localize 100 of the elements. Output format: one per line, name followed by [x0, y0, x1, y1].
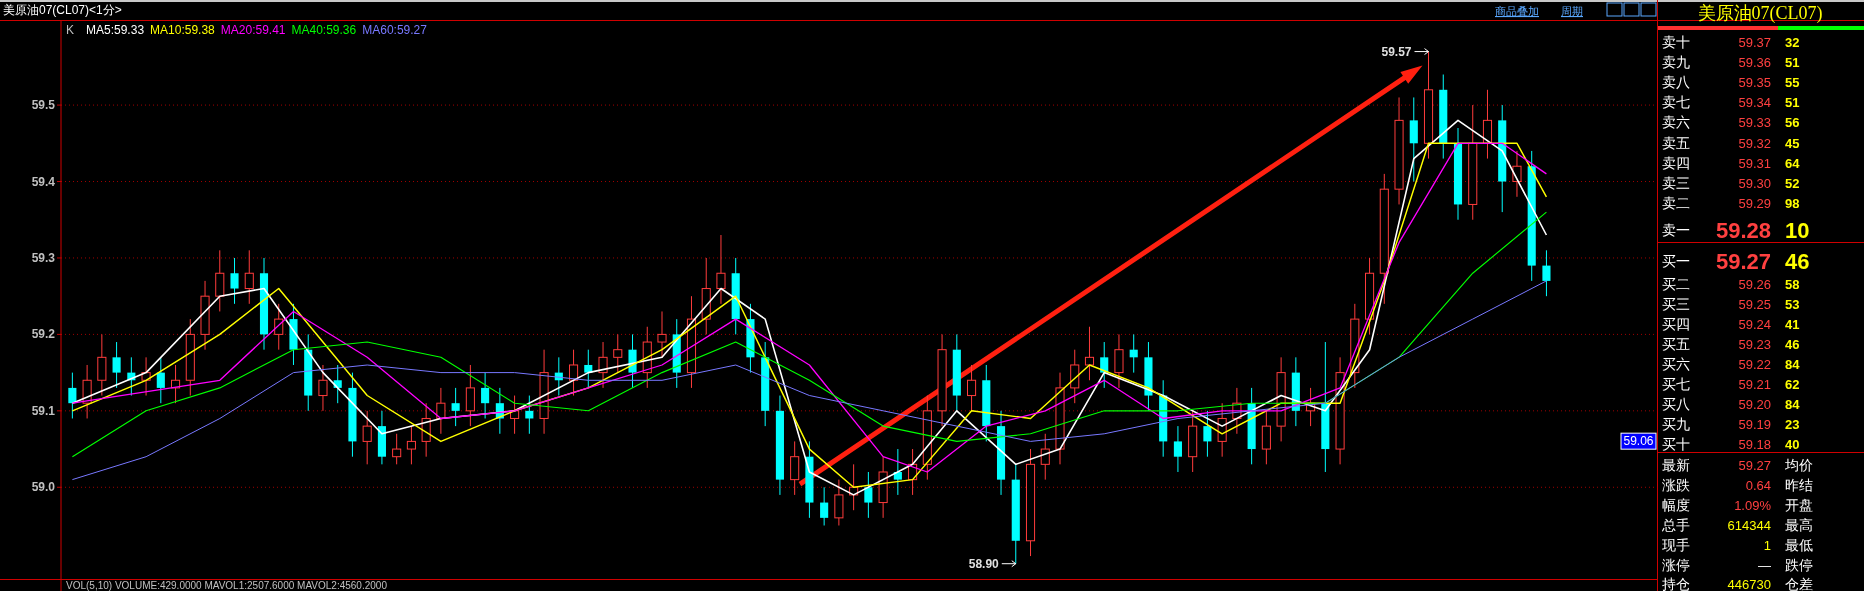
data-label: 614344 — [1727, 517, 1771, 533]
category-label: 卖六 — [1662, 114, 1690, 131]
category-label: 卖四 — [1662, 154, 1690, 171]
category-label: 最低 — [1785, 536, 1813, 553]
text: VOL(5,10) VOLUME:429.0000 MAVOL1:2507.6000 MAVOL2:4560.2000 — [66, 580, 388, 591]
data-label: 52 — [1785, 175, 1800, 191]
text: 美原油07(CL07) — [1697, 3, 1823, 24]
category-label: 买七 — [1662, 376, 1690, 392]
category-label: 买五 — [1662, 336, 1690, 352]
data-label: 41 — [1785, 317, 1800, 332]
data-label: 55 — [1785, 75, 1800, 91]
text: 周期 — [1561, 5, 1583, 17]
category-label: 最高 — [1785, 516, 1813, 533]
data-label: 59.36 — [1738, 55, 1771, 71]
data-label: 59.26 — [1738, 277, 1771, 292]
category-label: 卖九 — [1662, 54, 1690, 71]
category-label: 卖七 — [1662, 94, 1690, 111]
data-label: 45 — [1785, 135, 1800, 151]
category-label: 跌停 — [1785, 556, 1813, 573]
category-label: 持仓 — [1662, 576, 1690, 591]
text: MA5:59.33 — [86, 23, 145, 37]
text: MA10:59.38 — [150, 23, 216, 37]
data-label: 59.23 — [1738, 337, 1771, 352]
data-label: 59.31 — [1738, 155, 1771, 171]
y-tick-label: 59.4 — [31, 174, 56, 189]
data-label: 59.34 — [1738, 95, 1771, 111]
data-label: 56 — [1785, 115, 1800, 131]
category-label: 卖十 — [1662, 34, 1690, 50]
category-label: 买一 — [1662, 253, 1690, 269]
annotation: 58.90 — [968, 556, 1000, 571]
category-label: 卖八 — [1662, 74, 1690, 91]
data-label: 59.22 — [1738, 357, 1771, 372]
text: MA20:59.41 — [220, 23, 286, 37]
data-label: 1 — [1763, 537, 1771, 553]
data-label: 46 — [1785, 337, 1800, 352]
data-label: 446730 — [1727, 577, 1771, 591]
data-label: 64 — [1785, 155, 1801, 171]
category-label: 总手 — [1661, 516, 1690, 533]
legend-title: K — [66, 23, 75, 37]
data-label: 59.37 — [1738, 35, 1771, 50]
data-label: 51 — [1785, 55, 1800, 71]
y-tick-label: 59.3 — [31, 250, 56, 265]
y-tick-label: 59.2 — [31, 327, 56, 342]
data-label: 59.24 — [1738, 317, 1771, 332]
category-label: 涨停 — [1662, 556, 1690, 573]
data-label: 46 — [1785, 249, 1810, 274]
category-label: 仓差 — [1785, 576, 1813, 591]
data-label: — — [1758, 557, 1771, 573]
data-label: 0.64 — [1745, 477, 1771, 493]
data-label: 59.27 — [1738, 458, 1771, 473]
data-label: 62 — [1785, 377, 1800, 392]
category-label: 幅度 — [1662, 496, 1690, 513]
category-label: 卖二 — [1662, 194, 1690, 211]
data-label: 59.18 — [1738, 437, 1771, 452]
text: 59.06 — [1623, 434, 1654, 449]
data-label: 84 — [1785, 357, 1801, 372]
data-label: 58 — [1785, 277, 1800, 292]
data-label: 59.28 — [1715, 218, 1771, 243]
data-label: 51 — [1785, 95, 1800, 111]
data-label: 59.32 — [1738, 135, 1771, 151]
data-label: 59.29 — [1738, 195, 1771, 211]
category-label: 买六 — [1662, 356, 1690, 372]
data-label: 23 — [1785, 417, 1800, 432]
data-label: 59.27 — [1715, 249, 1771, 274]
category-label: 均价 — [1785, 457, 1813, 473]
data-label: 53 — [1785, 297, 1800, 312]
data-label: 10 — [1785, 218, 1810, 243]
category-label: 买三 — [1662, 296, 1690, 312]
data-label: 84 — [1785, 397, 1801, 412]
y-tick-label: 59.5 — [31, 98, 56, 113]
category-label: 买二 — [1662, 276, 1690, 292]
category-label: 买四 — [1662, 316, 1690, 332]
category-label: 卖三 — [1662, 174, 1690, 191]
category-label: 卖一 — [1662, 222, 1690, 238]
category-label: 开盘 — [1785, 496, 1813, 513]
category-label: 现手 — [1662, 536, 1690, 553]
data-label: 59.30 — [1738, 175, 1771, 191]
category-label: 昨结 — [1785, 476, 1813, 493]
data-label: 59.21 — [1738, 377, 1771, 392]
text: 商品叠加 — [1495, 5, 1539, 17]
category-label: 最新 — [1662, 457, 1690, 473]
annotation: 59.57 — [1381, 44, 1412, 59]
data-label: 98 — [1785, 195, 1800, 211]
category-label: 卖五 — [1662, 134, 1690, 151]
data-label: 59.19 — [1738, 417, 1771, 432]
data-label: 59.35 — [1738, 75, 1771, 91]
data-label: 40 — [1785, 437, 1800, 452]
data-label: 1.09% — [1734, 497, 1772, 513]
text: MA40:59.36 — [291, 23, 357, 37]
y-tick-label: 59.1 — [31, 403, 56, 418]
data-label: 59.33 — [1738, 115, 1771, 131]
y-tick-label: 59.0 — [31, 480, 56, 495]
category-label: 买九 — [1662, 416, 1690, 432]
data-label: 32 — [1785, 35, 1800, 50]
category-label: 买十 — [1662, 436, 1690, 452]
chart-title: 美原油07(CL07)<1分> — [3, 3, 122, 17]
data-label: 59.25 — [1738, 297, 1771, 312]
text: MA60:59.27 — [362, 23, 428, 37]
category-label: 涨跌 — [1662, 476, 1690, 493]
data-label: 59.20 — [1738, 397, 1771, 412]
